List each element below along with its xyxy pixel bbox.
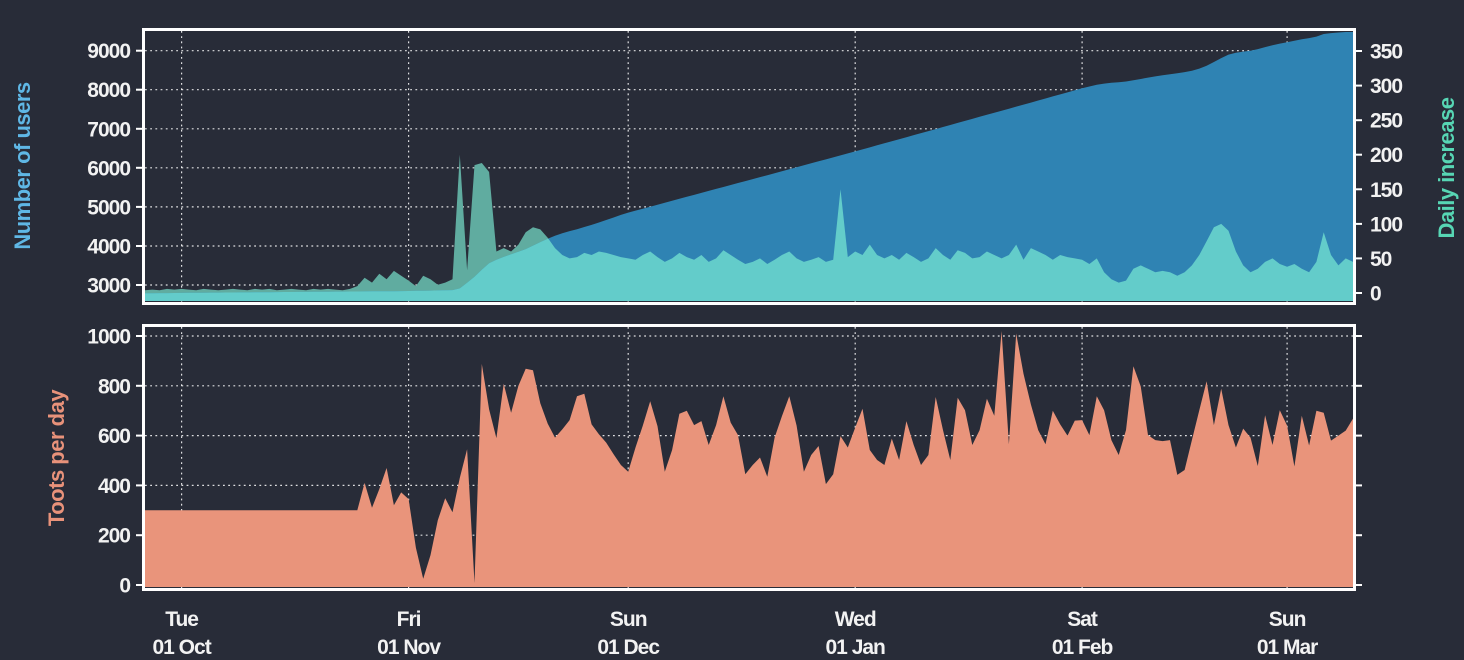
- toots-area: [145, 331, 1353, 587]
- y-axis-tick-label: 1000: [87, 326, 130, 349]
- x-axis-date-label: 01 Nov: [377, 636, 441, 659]
- users-area: [145, 32, 1353, 301]
- x-axis-weekday-label: Wed: [835, 608, 876, 631]
- x-axis-date-label: 01 Jan: [826, 636, 886, 659]
- x-axis-weekday-label: Tue: [165, 608, 198, 631]
- x-axis-weekday-label: Fri: [397, 608, 421, 631]
- y2-axis-tick-label: 50: [1370, 248, 1392, 271]
- y2-axis-tick-label: 0: [1370, 283, 1381, 306]
- y-axis-tick-label: 4000: [87, 236, 130, 259]
- x-axis-date-label: 01 Dec: [597, 636, 660, 659]
- daily-increase-area-front: [145, 154, 1353, 301]
- plot-border: [142, 28, 1356, 305]
- y2-axis-tick-label: 250: [1370, 110, 1402, 133]
- x-axis-weekday-label: Sun: [1269, 608, 1306, 631]
- y-axis-tick-label: 3000: [87, 275, 130, 298]
- y2-axis-tick-label: 100: [1370, 213, 1402, 236]
- y-axis-tick-label: 600: [98, 425, 130, 448]
- y2-axis-tick-label: 350: [1370, 41, 1402, 64]
- y-axis-tick-label: 6000: [87, 157, 130, 180]
- x-axis-date-label: 01 Oct: [152, 636, 211, 659]
- toots-chart[interactable]: 0 200 400 600 800 1000 Tue 01 Oct Fri 01 Nov Sun 01…: [87, 324, 1362, 660]
- y-axis-tick-label: 8000: [87, 79, 130, 102]
- y-axis-tick-label: 200: [98, 525, 130, 548]
- y-axis-tick-label: 5000: [87, 196, 130, 219]
- y2-axis-tick-label: 200: [1370, 144, 1402, 167]
- y-axis-tick-label: 0: [119, 575, 130, 598]
- x-axis-date-label: 01 Feb: [1052, 636, 1113, 659]
- y2-axis-tick-label: 150: [1370, 179, 1402, 202]
- users-chart[interactable]: 3000 4000 5000 6000 7000 8000 9000 0 50 100 150 200…: [87, 28, 1403, 306]
- y-axis-tick-label: 400: [98, 475, 130, 498]
- y2-axis-tick-label: 300: [1370, 75, 1402, 98]
- x-axis-weekday-label: Sun: [610, 608, 647, 631]
- plot-border: [142, 324, 1356, 591]
- y-axis-tick-label: 9000: [87, 40, 130, 63]
- x-axis-date-label: 01 Mar: [1257, 636, 1318, 659]
- y-axis-tick-label: 7000: [87, 118, 130, 141]
- y-axis-tick-label: 800: [98, 375, 130, 398]
- x-axis-weekday-label: Sat: [1067, 608, 1098, 631]
